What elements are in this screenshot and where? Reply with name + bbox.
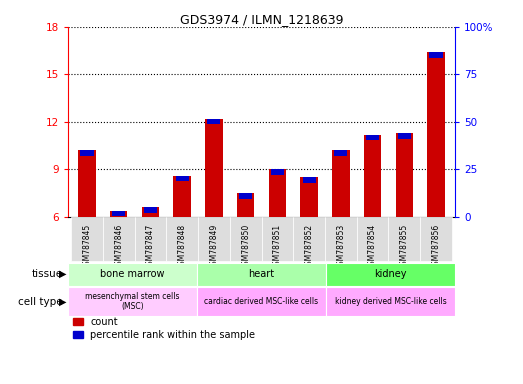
Text: GSM787845: GSM787845 [83,223,92,270]
FancyBboxPatch shape [197,263,326,286]
FancyBboxPatch shape [325,217,357,261]
Text: ▶: ▶ [59,269,66,279]
FancyBboxPatch shape [389,217,420,261]
Bar [334,151,347,156]
Bar [81,151,94,156]
Bar [269,169,286,217]
Text: GSM787846: GSM787846 [114,223,123,270]
FancyBboxPatch shape [68,263,197,286]
Text: kidney: kidney [374,269,407,279]
Text: GSM787847: GSM787847 [146,223,155,270]
Text: GSM787850: GSM787850 [241,223,250,270]
Text: GSM787849: GSM787849 [209,223,219,270]
FancyBboxPatch shape [197,287,326,316]
Text: cell type: cell type [18,296,63,307]
Bar [395,133,413,217]
FancyBboxPatch shape [230,217,262,261]
FancyBboxPatch shape [357,217,389,261]
Bar [205,119,223,217]
Bar [271,169,284,175]
FancyBboxPatch shape [134,217,166,261]
FancyBboxPatch shape [68,287,197,316]
FancyBboxPatch shape [166,217,198,261]
Bar [110,211,128,217]
Bar [208,119,221,124]
Bar [237,193,254,217]
Text: GSM787848: GSM787848 [178,223,187,270]
FancyBboxPatch shape [198,217,230,261]
Bar [176,176,189,181]
Bar [300,177,318,217]
FancyBboxPatch shape [293,217,325,261]
Bar [112,211,126,216]
Text: mesenchymal stem cells
(MSC): mesenchymal stem cells (MSC) [85,292,180,311]
FancyBboxPatch shape [420,217,452,261]
Bar [174,176,191,217]
Title: GDS3974 / ILMN_1218639: GDS3974 / ILMN_1218639 [180,13,343,26]
Bar [144,207,157,213]
Text: GSM787856: GSM787856 [431,223,440,270]
Bar [429,52,442,58]
Bar [332,151,349,217]
Text: kidney derived MSC-like cells: kidney derived MSC-like cells [335,297,447,306]
Text: GSM787852: GSM787852 [304,223,314,270]
Text: GSM787853: GSM787853 [336,223,345,270]
Bar [397,133,411,139]
Bar [427,52,445,217]
Text: ▶: ▶ [59,296,66,307]
Bar [78,151,96,217]
Bar [366,135,379,140]
Bar [142,207,159,217]
FancyBboxPatch shape [326,287,455,316]
Text: GSM787854: GSM787854 [368,223,377,270]
Legend: count, percentile rank within the sample: count, percentile rank within the sample [73,317,255,340]
Text: heart: heart [248,269,275,279]
Text: GSM787855: GSM787855 [400,223,409,270]
Text: GSM787851: GSM787851 [273,223,282,270]
FancyBboxPatch shape [262,217,293,261]
FancyBboxPatch shape [71,217,103,261]
Bar [364,135,381,217]
Text: bone marrow: bone marrow [100,269,165,279]
Text: cardiac derived MSC-like cells: cardiac derived MSC-like cells [204,297,319,306]
FancyBboxPatch shape [326,263,455,286]
FancyBboxPatch shape [103,217,134,261]
Bar [302,177,315,183]
Text: tissue: tissue [31,269,63,279]
Bar [239,193,252,199]
